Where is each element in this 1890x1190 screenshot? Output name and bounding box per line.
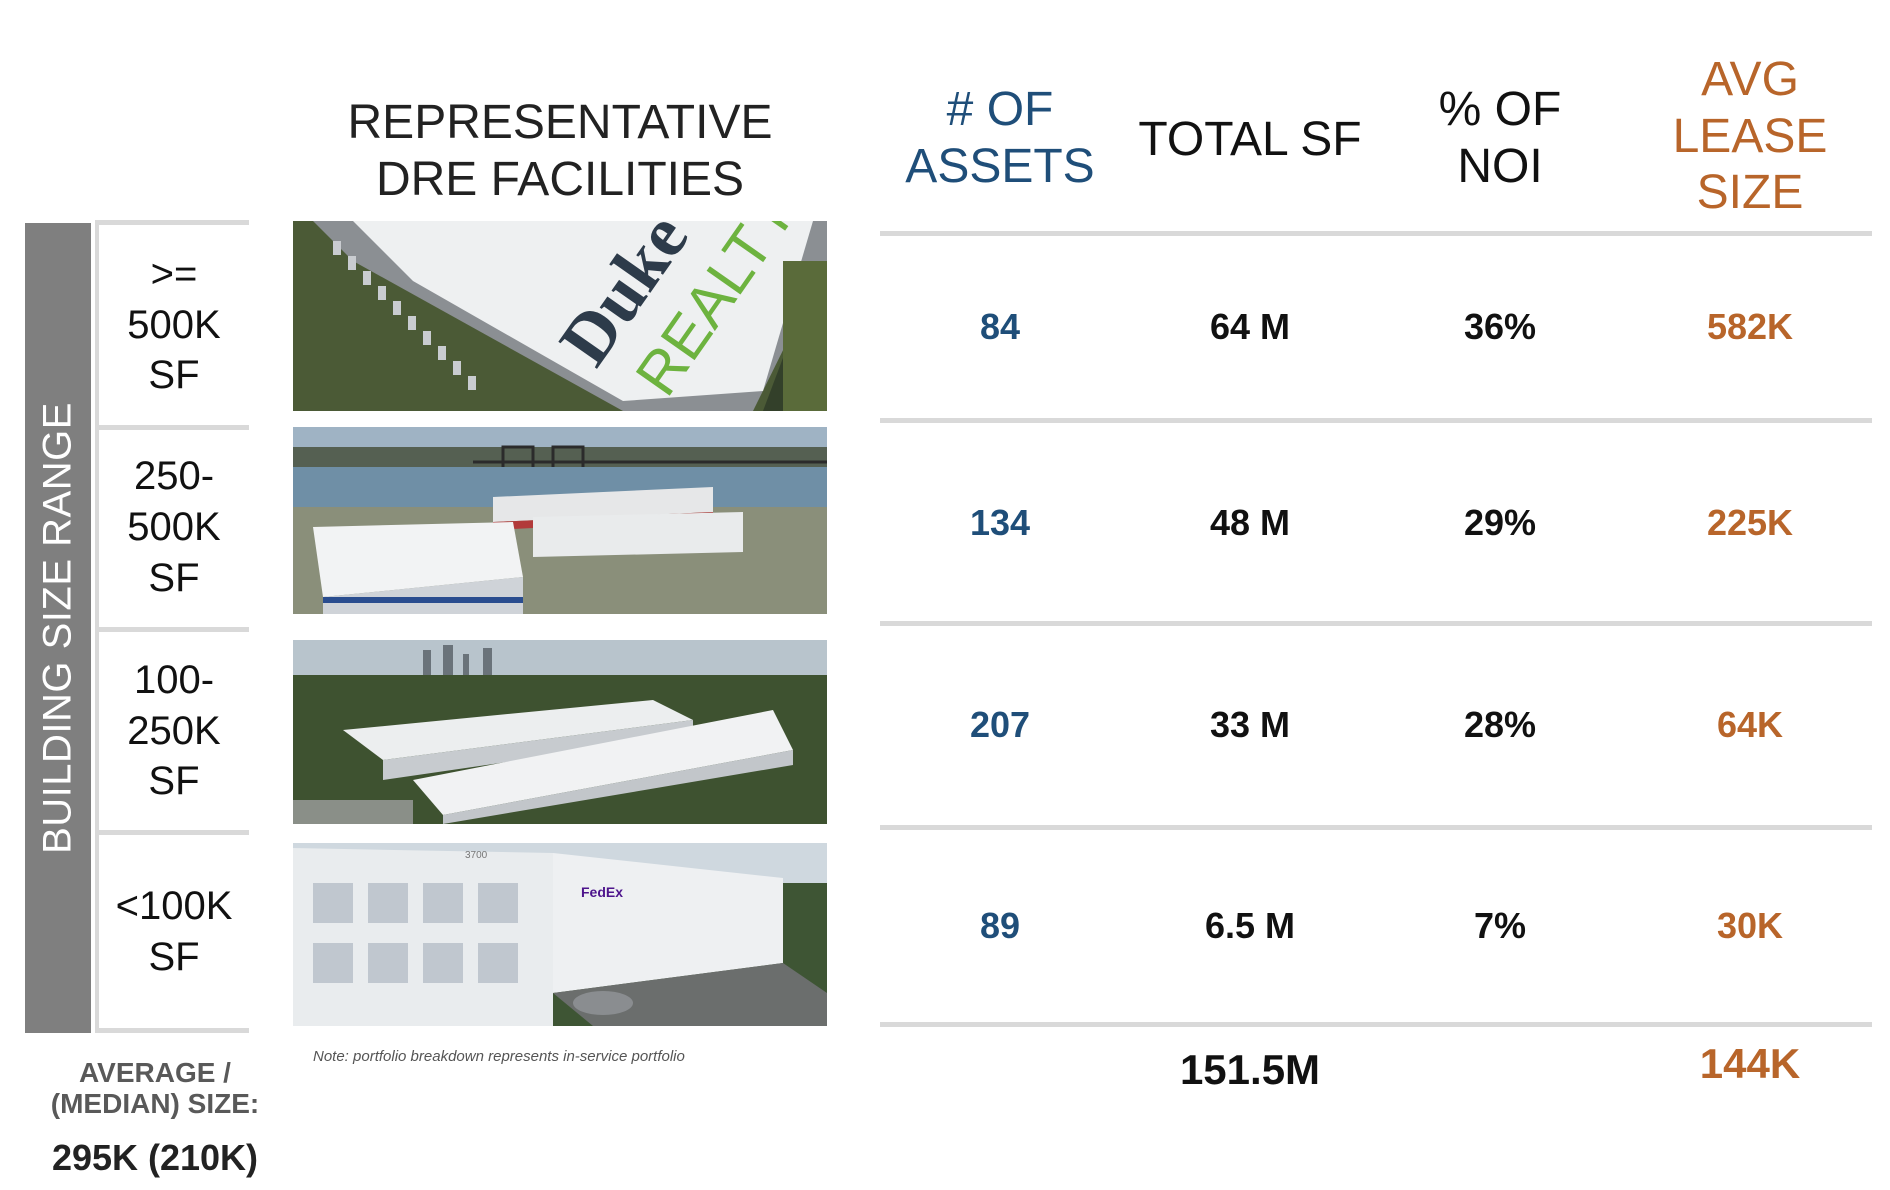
row2-lease: 225K [1706, 502, 1794, 543]
portfolio-note: Note: portfolio breakdown represents in-… [313, 1048, 685, 1065]
table-rule [880, 621, 1872, 626]
row3-noi: 28% [1463, 704, 1537, 745]
building-size-range-label: BUILDING SIZE RANGE [25, 223, 91, 1033]
header-facilities: REPRESENTATIVE DRE FACILITIES [347, 96, 773, 206]
row3-total-sf: 33 M [1209, 704, 1291, 745]
row2-assets: 134 [969, 502, 1031, 543]
average-median-value: 295K (210K) [51, 1137, 259, 1178]
row2-noi: 29% [1463, 502, 1537, 543]
size-sep [95, 830, 249, 835]
building-number-text: 3700 [465, 850, 488, 861]
header-total-sf: TOTAL SF [1138, 113, 1362, 166]
facility-photo-3 [293, 640, 827, 824]
size-sep [95, 627, 249, 632]
row2-total-sf: 48 M [1209, 502, 1291, 543]
table-rule [880, 231, 1872, 236]
fedex-logo-text: FedEx [581, 884, 623, 900]
table-rule [880, 1022, 1872, 1027]
total-sf-sum: 151.5M [1179, 1046, 1321, 1093]
row1-noi: 36% [1463, 306, 1537, 347]
avg-lease-total: 144K [1699, 1040, 1801, 1087]
average-median-label: AVERAGE / (MEDIAN) SIZE: [50, 1057, 260, 1119]
row4-total-sf: 6.5 M [1204, 905, 1296, 946]
size-range-3: 100- 250K SF [127, 657, 221, 804]
size-range-2: 250- 500K SF [127, 454, 221, 600]
row1-assets: 84 [979, 306, 1021, 347]
row3-assets: 207 [969, 704, 1031, 745]
row4-noi: 7% [1473, 905, 1527, 946]
row4-assets: 89 [979, 905, 1021, 946]
size-range-4: <100K SF [115, 883, 233, 979]
header-noi: % OF NOI [1438, 83, 1562, 193]
table-rule [880, 418, 1872, 423]
size-sep [95, 220, 249, 225]
building-size-range-text: BUILDING SIZE RANGE [35, 402, 80, 854]
header-avg-lease: AVG LEASE SIZE [1672, 53, 1828, 220]
table-rule [880, 825, 1872, 830]
size-sep [95, 1028, 249, 1033]
row4-lease: 30K [1716, 905, 1784, 946]
size-range-1: >= 500K SF [127, 251, 221, 398]
row1-lease: 582K [1706, 306, 1794, 347]
facility-photo-1: Duke REALTY [293, 221, 827, 411]
header-assets: # OF ASSETS [905, 83, 1095, 193]
facility-photo-2 [293, 427, 827, 614]
row3-lease: 64K [1716, 704, 1784, 745]
facility-photo-4: 3700 FedEx [293, 843, 827, 1026]
size-sep [95, 425, 249, 430]
row1-total-sf: 64 M [1209, 306, 1291, 347]
